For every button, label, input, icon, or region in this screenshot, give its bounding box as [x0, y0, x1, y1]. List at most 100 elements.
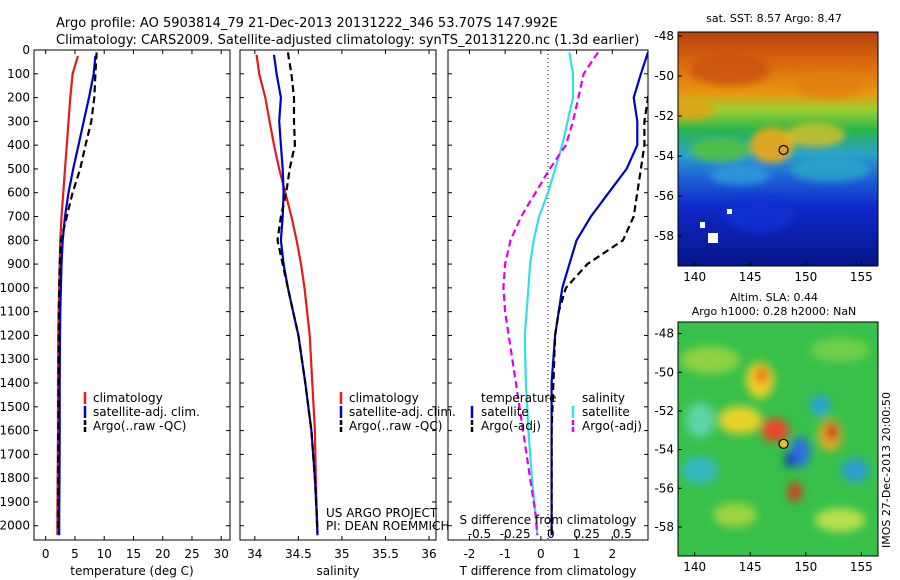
lat-tick-label: -54: [654, 149, 674, 163]
sla-map: [678, 322, 878, 556]
s-tick-label: 0.25: [573, 527, 600, 541]
difference-legend: temperature satellite Argo(-adj) salinit…: [470, 391, 642, 433]
x-tick-label: 1: [573, 547, 581, 561]
depth-axis: 0 100 200 300 400 500 600 700 800 900 1000 1100 1200…: [0, 43, 648, 533]
salinity-profile-lines: [255, 52, 319, 536]
lat-tick-label: -56: [654, 189, 674, 203]
x-tick-label: 15: [126, 547, 141, 561]
lat-tick-label: -54: [654, 443, 674, 457]
depth-tick-label: 0: [22, 43, 30, 57]
s-tick-label: -0.5: [468, 527, 491, 541]
depth-tick-label: 1300: [0, 352, 30, 366]
imos-timestamp: IMOS 27-Dec-2013 20:00:50: [880, 392, 893, 548]
lat-tick-label: -56: [654, 481, 674, 495]
depth-tick-label: 1200: [0, 328, 30, 342]
legend-satellite-adj: satellite-adj. clim.: [349, 405, 456, 419]
sla-map-title-line-2: Argo h1000: 0.28 h2000: NaN: [692, 305, 857, 318]
depth-tick-label: 800: [7, 233, 30, 247]
lon-tick-label: 155: [850, 270, 873, 284]
lon-tick-label: 145: [739, 560, 762, 574]
series-line-temperature-argo-adj: [550, 90, 648, 536]
legend-argo: Argo(..raw -QC): [349, 419, 442, 433]
lat-tick-label: -48: [654, 327, 674, 341]
lat-tick-label: -50: [654, 365, 674, 379]
argo-location-marker: [778, 144, 789, 156]
legend-argo: Argo(..raw -QC): [93, 419, 186, 433]
depth-tick-label: 500: [7, 162, 30, 176]
x-tick-label: 0: [537, 547, 545, 561]
temperature-axis-label: temperature (deg C): [70, 564, 193, 578]
sla-map-frame: [677, 321, 879, 557]
sst-map: [678, 32, 878, 266]
sst-map-axes: 140 145 150 155 -48 -50 -52 -54 -56 -58: [654, 29, 872, 284]
salinity-axis-label: salinity: [316, 564, 359, 578]
temperature-panel: [33, 49, 231, 541]
lon-tick-label: 150: [794, 560, 817, 574]
x-tick-label: 20: [155, 547, 170, 561]
lat-tick-label: -48: [654, 29, 674, 43]
lon-tick-label: 145: [739, 270, 762, 284]
legend-climatology: climatology: [93, 391, 163, 405]
lat-tick-label: -58: [654, 229, 674, 243]
x-tick-label: 10: [97, 547, 112, 561]
lat-tick-label: -58: [654, 520, 674, 534]
header-line-2: Climatology: CARS2009. Satellite-adjuste…: [56, 33, 639, 48]
series-line-argo-raw-qc: [276, 52, 319, 533]
series-line-argo-raw-qc: [56, 52, 98, 533]
series-line-salinity-satellite: [523, 52, 575, 536]
s-tick-label: -0.25: [500, 527, 531, 541]
x-tick-label: 25: [184, 547, 199, 561]
x-tick-label: 5: [71, 547, 79, 561]
sst-map-frame: [677, 31, 879, 267]
profile-x-axes: 0 5 10 15 20 25 30 34 34.5 35 35.5 36 -2 -1 0 1 2 -0.5 -0.…: [42, 50, 632, 561]
s-tick-label: 0.5: [613, 527, 632, 541]
difference-profile-lines: [502, 51, 648, 536]
lon-tick-label: 150: [794, 270, 817, 284]
x-tick-label: 35: [334, 547, 349, 561]
legend-climatology: climatology: [349, 391, 419, 405]
depth-tick-label: 1600: [0, 424, 30, 438]
lon-tick-label: 140: [683, 270, 706, 284]
s-difference-axis-label: S difference from climatology: [460, 513, 637, 527]
depth-tick-label: 1500: [0, 400, 30, 414]
project-credit-line-2: PI: DEAN ROEMMICH: [326, 519, 449, 533]
project-credit-line-1: US ARGO PROJECT: [326, 506, 438, 520]
lat-tick-label: -50: [654, 69, 674, 83]
depth-tick-label: 100: [7, 67, 30, 81]
temperature-legend: climatology satellite-adj. clim. Argo(..…: [83, 391, 200, 433]
lon-tick-label: 155: [850, 560, 873, 574]
lon-tick-label: 140: [683, 560, 706, 574]
depth-tick-label: 300: [7, 114, 30, 128]
depth-tick-label: 1900: [0, 495, 30, 509]
temperature-profile-lines: [56, 52, 98, 536]
legend-s-argo: Argo(-adj): [582, 419, 642, 433]
header-line-1: Argo profile: AO 5903814_79 21-Dec-2013 …: [56, 16, 558, 31]
sla-map-title-line-1: Altim. SLA: 0.44: [730, 291, 818, 304]
x-tick-label: -1: [499, 547, 511, 561]
x-tick-label: 34: [247, 547, 262, 561]
x-tick-label: -2: [463, 547, 475, 561]
legend-temperature-title: temperature: [481, 391, 556, 405]
depth-tick-label: 1100: [0, 305, 30, 319]
sla-map-axes: 140 145 150 155 -48 -50 -52 -54 -56 -58: [654, 327, 872, 574]
depth-tick-label: 1000: [0, 281, 30, 295]
lat-tick-label: -52: [654, 109, 674, 123]
x-tick-label: 35.5: [372, 547, 399, 561]
depth-tick-label: 1700: [0, 447, 30, 461]
depth-tick-label: 200: [7, 91, 30, 105]
depth-tick-label: 700: [7, 210, 30, 224]
x-tick-label: 36: [421, 547, 436, 561]
depth-tick-label: 400: [7, 138, 30, 152]
x-tick-label: 0: [42, 547, 50, 561]
series-line-salinity-argo-adj: [502, 51, 599, 536]
legend-satellite-adj: satellite-adj. clim.: [93, 405, 200, 419]
x-tick-label: 30: [214, 547, 229, 561]
series-line-climatology: [255, 54, 319, 536]
x-tick-label: 34.5: [285, 547, 312, 561]
t-difference-axis-label: T difference from climatology: [459, 564, 637, 578]
legend-t-argo: Argo(-adj): [481, 419, 541, 433]
depth-tick-label: 600: [7, 186, 30, 200]
salinity-legend: climatology satellite-adj. clim. Argo(..…: [339, 391, 456, 433]
legend-salinity-title: salinity: [582, 391, 625, 405]
